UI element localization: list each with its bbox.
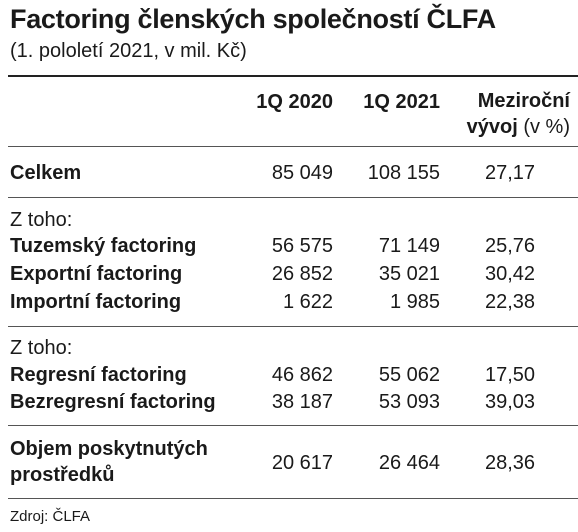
funds-2020: 20 617 — [271, 452, 333, 474]
table-title: Factoring členských společností ČLFA — [10, 4, 496, 34]
row-change: 25,76 — [484, 235, 536, 257]
total-2021: 108 155 — [367, 162, 440, 184]
header-1q-2020: 1Q 2020 — [256, 91, 333, 113]
row-2020: 38 187 — [271, 391, 333, 413]
row-label: Bezregresní factoring — [10, 391, 216, 413]
row-label: Importní factoring — [10, 291, 182, 313]
row-2021: 71 149 — [378, 235, 440, 257]
header-rule — [8, 146, 578, 147]
total-label: Celkem — [10, 162, 82, 184]
group1-rule — [8, 326, 578, 327]
group2-heading: Z toho: — [10, 337, 73, 359]
row-2021: 35 021 — [378, 263, 440, 285]
funds-change: 28,36 — [484, 452, 536, 474]
row-change: 22,38 — [484, 291, 536, 313]
funds-label-line1: Objem poskytnutých — [10, 438, 208, 460]
row-label: Exportní factoring — [10, 263, 183, 285]
header-yoy-line2: vývoj (v %) — [440, 114, 570, 140]
row-2021: 55 062 — [378, 364, 440, 386]
total-2020: 85 049 — [271, 162, 333, 184]
row-2020: 26 852 — [271, 263, 333, 285]
total-change: 27,17 — [484, 162, 536, 184]
header-yoy-change: Meziroční vývoj (v %) — [440, 88, 570, 140]
row-2020: 1 622 — [282, 291, 333, 313]
top-rule — [8, 75, 578, 77]
group1-heading: Z toho: — [10, 209, 73, 231]
table-subtitle: (1. pololetí 2021, v mil. Kč) — [10, 40, 247, 62]
row-label: Tuzemský factoring — [10, 235, 197, 257]
header-1q-2021: 1Q 2021 — [363, 91, 440, 113]
row-change: 30,42 — [484, 263, 536, 285]
row-label: Regresní factoring — [10, 364, 187, 386]
header-yoy-line1: Meziroční — [477, 90, 570, 112]
total-rule — [8, 197, 578, 198]
funds-2021: 26 464 — [378, 452, 440, 474]
row-2020: 46 862 — [271, 364, 333, 386]
source-note: Zdroj: ČLFA — [10, 508, 91, 525]
row-2021: 1 985 — [389, 291, 440, 313]
group2-rule — [8, 425, 578, 426]
header-yoy-line2-bold: vývoj — [466, 116, 518, 138]
header-yoy-line2-rest: (v %) — [517, 116, 570, 138]
funds-label-line2: prostředků — [10, 464, 115, 486]
bottom-rule — [8, 498, 578, 499]
row-change: 17,50 — [484, 364, 536, 386]
row-2021: 53 093 — [378, 391, 440, 413]
row-change: 39,03 — [484, 391, 536, 413]
row-2020: 56 575 — [271, 235, 333, 257]
